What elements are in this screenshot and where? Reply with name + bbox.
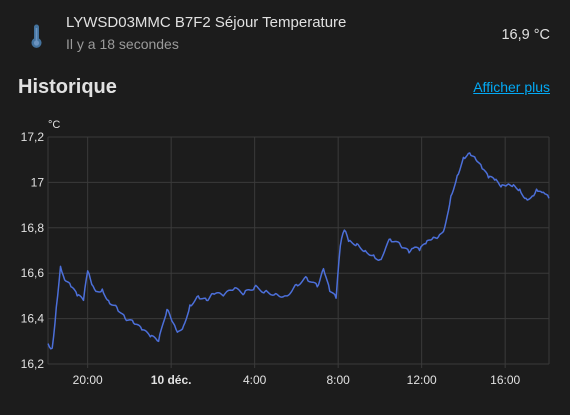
- x-tick-label: 16:00: [490, 373, 520, 387]
- y-tick-label: 16,4: [21, 312, 45, 326]
- y-tick-label: 16,8: [21, 221, 45, 235]
- entity-name: LYWSD03MMC B7F2 Séjour Temperature: [66, 14, 347, 31]
- entity-state: 16,9 °C: [501, 27, 550, 43]
- x-tick-label: 10 déc.: [151, 373, 192, 387]
- y-tick-label: 17: [31, 175, 45, 189]
- x-tick-label: 12:00: [407, 373, 437, 387]
- temperature-line[interactable]: [47, 152, 550, 350]
- y-axis-unit: °C: [48, 119, 60, 131]
- x-tick-label: 8:00: [326, 373, 350, 387]
- x-tick-label: 4:00: [243, 373, 267, 387]
- history-chart[interactable]: 16,2 16,4 16,6 16,8 17 17,2 20:00 10 déc. 4:00 8…: [0, 110, 570, 415]
- y-axis: 16,2 16,4 16,6 16,8 17 17,2: [21, 130, 45, 371]
- entity-header[interactable]: LYWSD03MMC B7F2 Séjour Temperature Il y …: [0, 0, 570, 64]
- thermometer-icon: [31, 24, 42, 48]
- history-title: Historique: [18, 76, 117, 98]
- show-more-link[interactable]: Afficher plus: [473, 79, 550, 95]
- chart-grid: [47, 136, 550, 368]
- x-tick-label: 20:00: [73, 373, 103, 387]
- y-tick-label: 16,6: [21, 266, 45, 280]
- last-changed: Il y a 18 secondes: [66, 36, 179, 52]
- y-tick-label: 16,2: [21, 357, 45, 371]
- x-axis: 20:00 10 déc. 4:00 8:00 12:00 16:00: [73, 373, 521, 387]
- y-tick-label: 17,2: [21, 130, 45, 144]
